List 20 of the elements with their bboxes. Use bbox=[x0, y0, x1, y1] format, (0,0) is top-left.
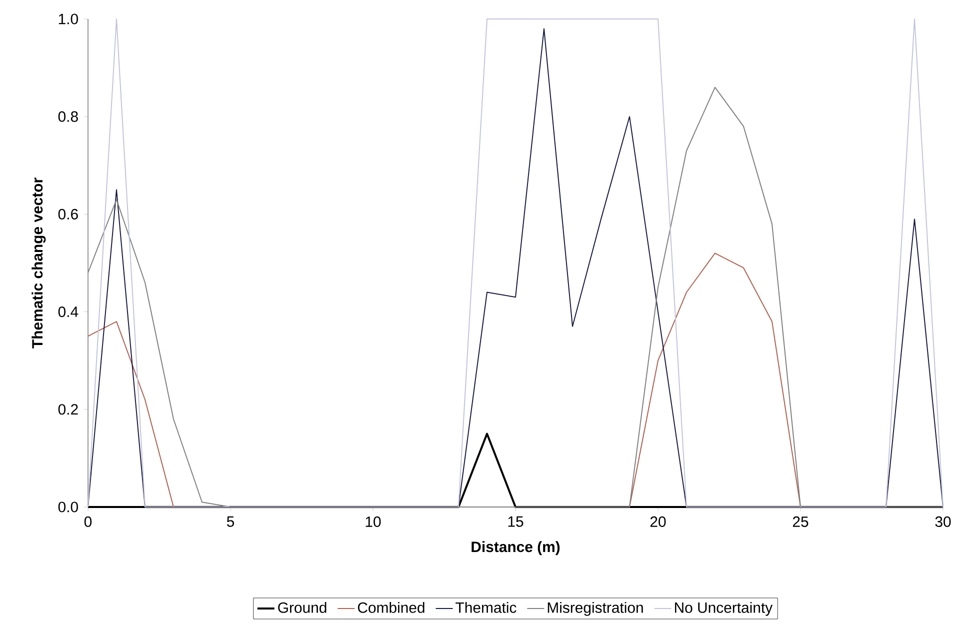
x-tick-label: 5 bbox=[226, 516, 234, 527]
legend-label: Misregistration bbox=[548, 602, 643, 616]
x-tick-label: 20 bbox=[650, 516, 666, 527]
x-tick-label: 30 bbox=[935, 516, 951, 527]
legend-label: Combined bbox=[358, 602, 424, 613]
x-tick-label: 15 bbox=[508, 516, 524, 527]
legend-label: No Uncertainty bbox=[675, 602, 773, 616]
y-tick-label: 0.4 bbox=[58, 306, 78, 318]
x-axis-title: Distance (m) bbox=[472, 541, 560, 556]
y-tick-label: 0.2 bbox=[58, 404, 78, 415]
y-tick-label: 0.6 bbox=[58, 208, 78, 220]
x-tick-label: 0 bbox=[84, 516, 92, 527]
legend-label: Ground bbox=[278, 602, 326, 613]
y-tick-label: 1.0 bbox=[58, 14, 78, 24]
x-tick-label: 10 bbox=[366, 516, 381, 527]
y-tick-label: 0.8 bbox=[58, 111, 78, 122]
legend-label: Thematic bbox=[456, 602, 516, 613]
y-tick-label: 0.0 bbox=[58, 502, 78, 512]
x-tick-label: 25 bbox=[792, 516, 808, 527]
y-axis-title: Thematic change vector bbox=[32, 178, 46, 348]
